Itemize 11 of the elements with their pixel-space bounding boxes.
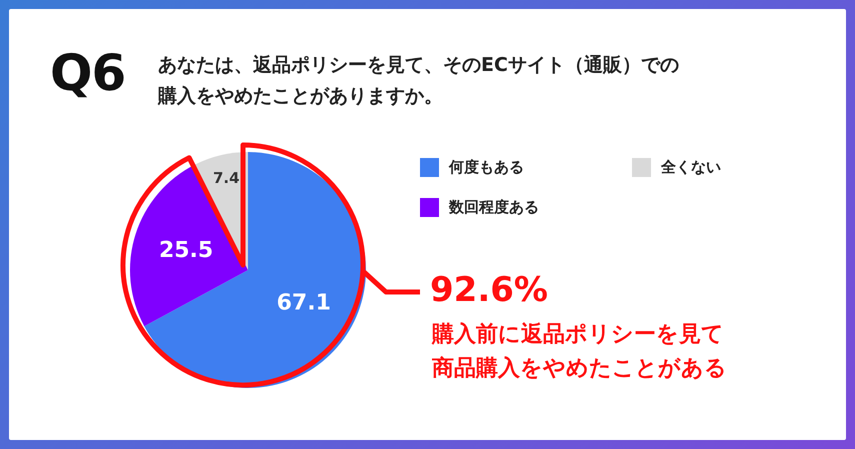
- legend-label: 数回程度ある: [448, 198, 539, 217]
- text: 92.6%: [430, 270, 548, 310]
- pie-slice: [130, 164, 248, 326]
- legend-label: 全くない: [660, 158, 721, 177]
- chart-title: Q6: [50, 44, 126, 102]
- data-label: 7.4: [212, 169, 240, 188]
- data-label: 25.5: [158, 238, 214, 264]
- text: 購入前に返品ポリシーを見て商品購入をやめたことがある: [432, 321, 727, 383]
- chart-subtitle: あなたは、返品ポリシーを見て、そのECサイト（通販）での購入をやめたことがありますか。: [158, 53, 679, 109]
- data-label: 67.1: [276, 290, 331, 316]
- legend-label: 何度もある: [448, 158, 524, 177]
